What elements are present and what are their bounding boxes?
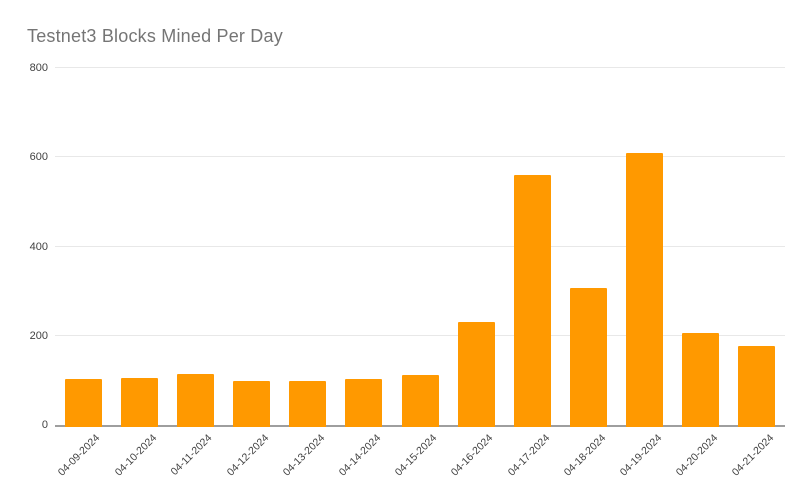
bar	[738, 345, 776, 427]
y-tick-label: 200	[29, 329, 48, 342]
bar-column: 04-16-2024	[448, 68, 504, 478]
x-tick-label: 04-17-2024	[505, 432, 552, 479]
gridline	[55, 245, 785, 247]
y-axis: 0 200 400 600 800	[0, 62, 48, 431]
x-tick-label: 04-20-2024	[673, 432, 721, 479]
y-tick-label: 0	[41, 419, 48, 431]
bar-column: 04-10-2024	[111, 68, 167, 478]
y-tick-label: 600	[29, 151, 48, 164]
bar-column: 04-15-2024	[392, 68, 448, 478]
x-tick-label: 04-12-2024	[224, 432, 272, 479]
x-tick-label: 04-09-2024	[56, 432, 103, 479]
gridline	[55, 67, 785, 68]
bar	[457, 322, 495, 427]
bars-row: 04-09-2024 04-10-2024 04-11-2024 04-12-2024…	[55, 68, 785, 478]
bar-column: 04-09-2024	[55, 68, 111, 478]
bar	[569, 288, 607, 427]
y-tick-label: 800	[29, 62, 48, 74]
y-tick-label: 400	[29, 240, 48, 253]
bar-column: 04-17-2024	[504, 68, 560, 478]
bar	[345, 378, 383, 427]
bar-column: 04-19-2024	[617, 68, 673, 478]
bar-column: 04-20-2024	[673, 68, 729, 478]
bar	[626, 152, 664, 427]
x-tick-label: 04-16-2024	[449, 432, 496, 479]
x-tick-label: 04-11-2024	[168, 432, 215, 478]
x-tick-label: 04-21-2024	[729, 432, 777, 479]
x-tick-label: 04-15-2024	[393, 432, 440, 479]
bar-column: 04-14-2024	[336, 68, 392, 478]
x-tick-label: 04-14-2024	[336, 432, 384, 479]
bar	[682, 333, 720, 427]
gridline	[55, 156, 785, 158]
gridline	[55, 334, 785, 336]
bar	[64, 378, 102, 427]
bar	[233, 381, 271, 427]
x-tick-label: 04-13-2024	[280, 432, 328, 479]
chart-title: Testnet3 Blocks Mined Per Day	[27, 26, 283, 46]
bar-column: 04-11-2024	[167, 68, 223, 478]
bar	[176, 373, 214, 427]
bar	[120, 377, 158, 427]
x-tick-label: 04-18-2024	[561, 432, 608, 479]
x-tick-label: 04-19-2024	[617, 432, 665, 479]
plot-area: 04-09-2024 04-10-2024 04-11-2024 04-12-2024…	[55, 67, 785, 478]
bar-column: 04-18-2024	[560, 68, 616, 478]
bar	[401, 375, 439, 427]
bar-column: 04-21-2024	[729, 68, 785, 478]
bar	[513, 175, 551, 427]
bar-column: 04-13-2024	[280, 68, 336, 478]
bar-column: 04-12-2024	[223, 68, 279, 478]
x-tick-label: 04-10-2024	[112, 432, 159, 479]
bar	[289, 380, 327, 427]
